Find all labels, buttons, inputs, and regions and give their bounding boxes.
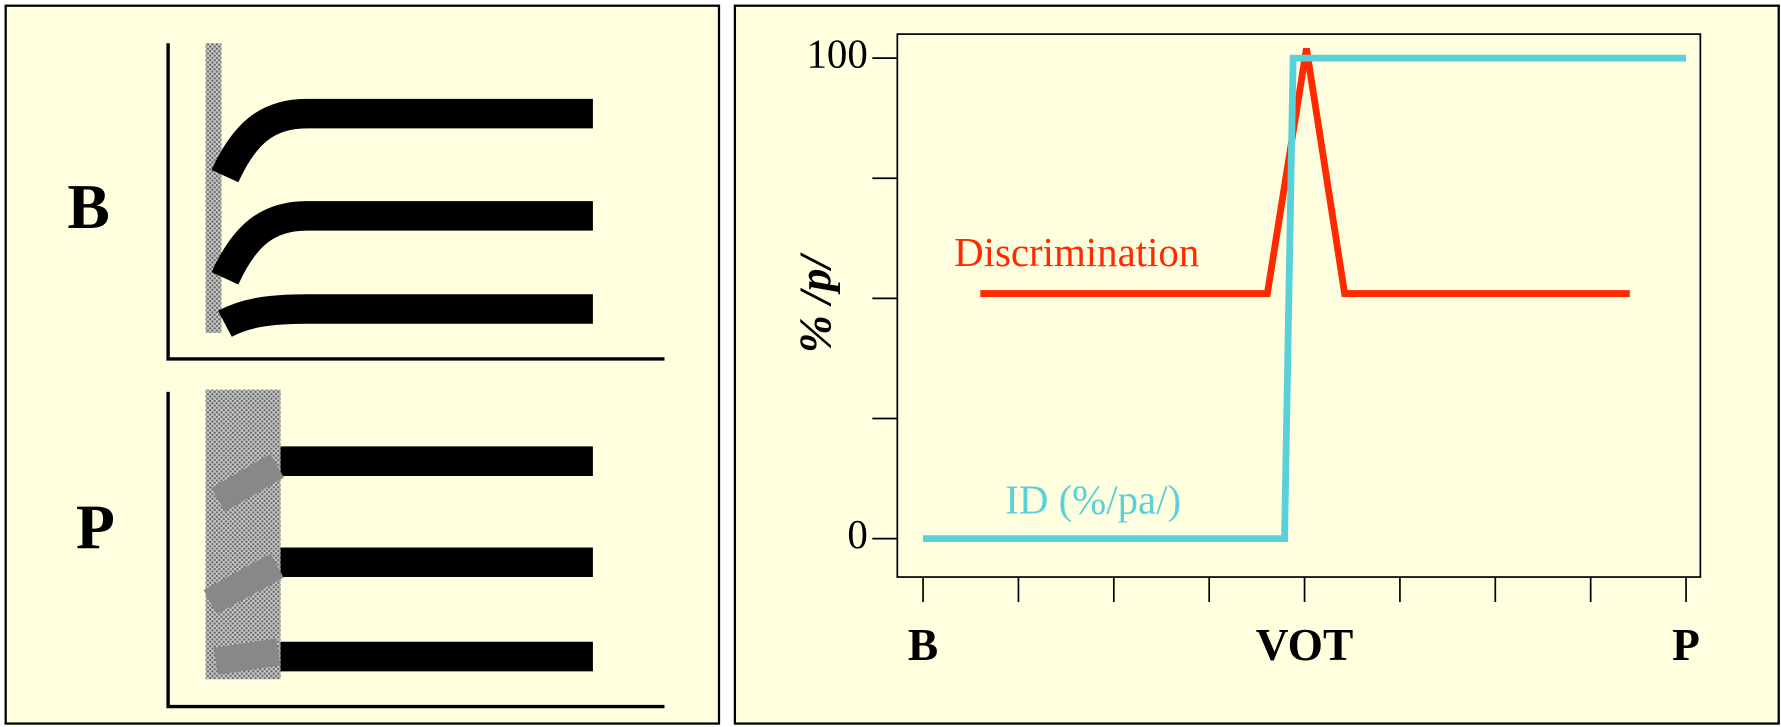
right-panel: % /p/ [735,6,1779,724]
panel-label: B [67,171,109,242]
y-tick-label: 100 [806,32,867,77]
panel-frame [735,6,1779,724]
panel-label: P [76,491,115,562]
aspiration [206,390,281,680]
y-axis-label: % /p/ [790,251,840,353]
x-tick-label: B [908,620,938,670]
y-tick-label: 0 [847,512,867,557]
burst [206,43,222,333]
legend-label: ID (%/pa/) [1005,478,1181,523]
left-panel: B P [6,6,719,724]
page: B P % /p/ 0 100 B VOT P Discrimination ID (%/p… [0,0,1781,727]
x-tick-label: VOT [1256,620,1354,670]
legend-label: Discrimination [954,230,1199,275]
x-tick-label: P [1672,620,1700,670]
